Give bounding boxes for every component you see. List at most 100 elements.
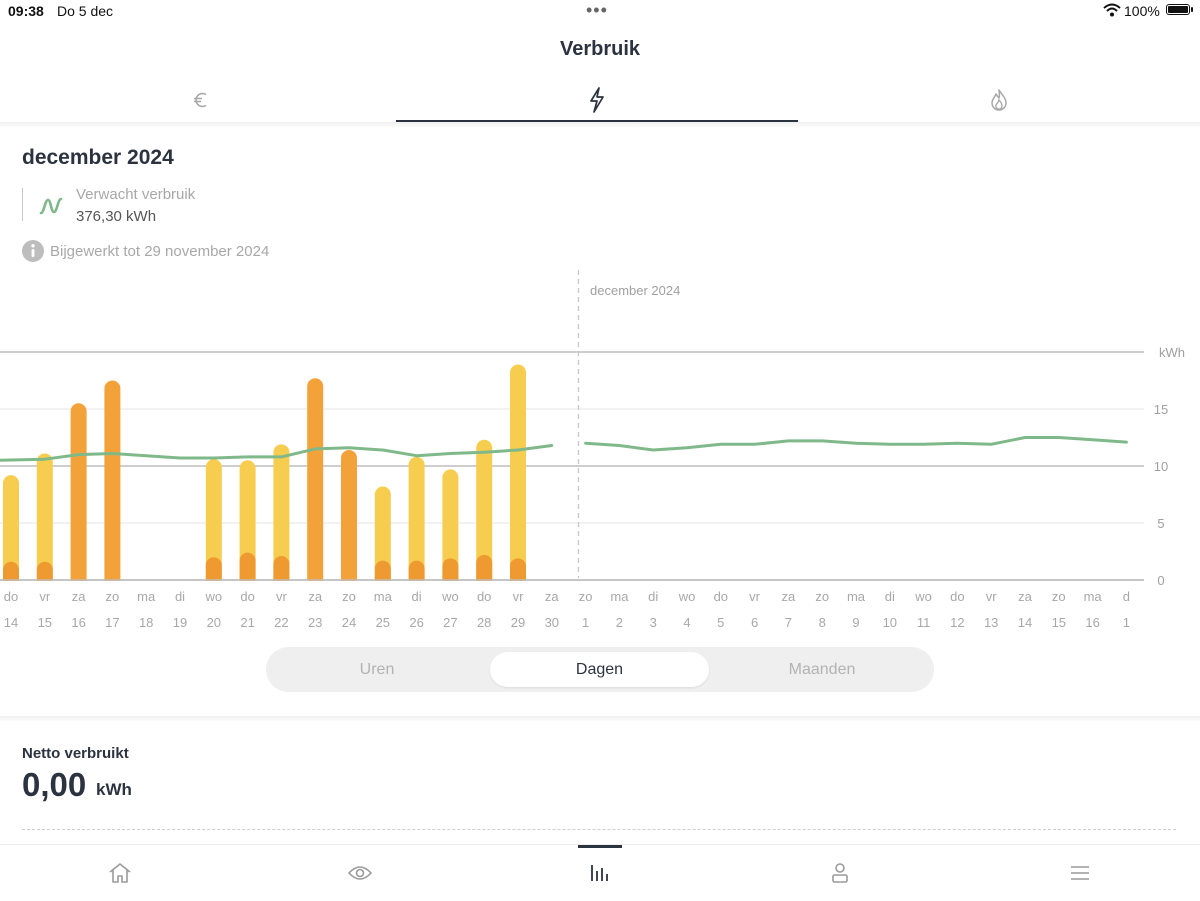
- x-tick-day: 23: [308, 615, 322, 630]
- eye-icon: [347, 866, 373, 880]
- x-tick-dow: ma: [137, 589, 156, 604]
- x-tick-day: 29: [511, 615, 525, 630]
- x-tick-dow: do: [714, 589, 728, 604]
- x-tick-dow: do: [240, 589, 254, 604]
- x-tick-day: 3: [650, 615, 657, 630]
- menu-icon: [1071, 866, 1089, 880]
- y-tick-label: 0: [1157, 573, 1164, 588]
- x-tick-dow: zo: [1052, 589, 1066, 604]
- nav-account[interactable]: [720, 845, 960, 901]
- x-tick-dow: za: [782, 589, 797, 604]
- x-tick-day: 30: [545, 615, 559, 630]
- x-tick-dow: zo: [815, 589, 829, 604]
- period-option-months[interactable]: Maanden: [788, 660, 856, 678]
- x-tick-dow: zo: [579, 589, 593, 604]
- wifi-icon: [1103, 3, 1121, 17]
- nav-insights[interactable]: [240, 845, 480, 901]
- x-tick-dow: vr: [39, 589, 51, 604]
- euro-icon: [194, 92, 207, 108]
- x-tick-dow: do: [950, 589, 964, 604]
- x-tick-dow: di: [885, 589, 895, 604]
- x-tick-dow: zo: [106, 589, 120, 604]
- energy-type-tabs: [0, 78, 1200, 122]
- home-icon: [109, 863, 131, 883]
- usage-bar-baseline: [239, 552, 256, 588]
- x-tick-day: 20: [207, 615, 221, 630]
- x-tick-dow: ma: [374, 589, 393, 604]
- tab-gas[interactable]: [798, 78, 1200, 122]
- x-tick-day: 19: [173, 615, 187, 630]
- usage-bar: [70, 403, 87, 588]
- usage-bar: [476, 439, 493, 588]
- x-tick-day: 11: [917, 615, 931, 630]
- x-tick-dow: wo: [914, 589, 932, 604]
- net-usage-unit: kWh: [96, 780, 132, 799]
- nav-menu[interactable]: [960, 845, 1200, 901]
- x-tick-dow: do: [477, 589, 491, 604]
- x-tick-day: 16: [71, 615, 85, 630]
- x-tick-dow: za: [308, 589, 323, 604]
- month-divider-label: december 2024: [590, 283, 680, 298]
- multitasking-dots-icon[interactable]: •••: [586, 0, 608, 20]
- x-tick-day: 18: [139, 615, 153, 630]
- x-tick-dow: vr: [749, 589, 761, 604]
- x-tick-dow: za: [1018, 589, 1033, 604]
- x-tick-dow: wo: [678, 589, 696, 604]
- x-tick-dow: ma: [1084, 589, 1103, 604]
- x-tick-day: 6: [751, 615, 758, 630]
- x-tick-day: 8: [819, 615, 826, 630]
- y-tick-label: 5: [1157, 516, 1164, 531]
- x-tick-day: 27: [443, 615, 457, 630]
- usage-bar: [3, 475, 19, 588]
- tab-electricity[interactable]: [396, 78, 798, 122]
- usage-bar: [307, 378, 324, 588]
- dashed-divider: [22, 829, 1176, 830]
- x-tick-day: 13: [984, 615, 998, 630]
- x-tick-day: 28: [477, 615, 491, 630]
- nav-home[interactable]: [0, 845, 240, 901]
- info-icon[interactable]: [22, 240, 44, 262]
- x-tick-day: 17: [105, 615, 119, 630]
- period-option-hours[interactable]: Uren: [359, 660, 395, 678]
- usage-bar: [104, 380, 121, 588]
- usage-bar: [36, 453, 53, 588]
- x-tick-dow: di: [175, 589, 185, 604]
- gas-flame-icon: [991, 89, 1007, 111]
- page-title: Verbruik: [559, 38, 641, 60]
- x-tick-day: 15: [38, 615, 52, 630]
- nav-usage[interactable]: [480, 845, 720, 901]
- tab-cost[interactable]: [0, 78, 402, 122]
- electricity-icon: [590, 87, 604, 113]
- x-tick-dow: wo: [441, 589, 459, 604]
- period-option-days[interactable]: Dagen: [490, 652, 709, 687]
- status-date: Do 5 dec: [57, 3, 114, 19]
- y-tick-label: 10: [1154, 459, 1168, 474]
- x-tick-day: 4: [683, 615, 690, 630]
- x-tick-day: 14: [4, 615, 18, 630]
- usage-bar: [442, 469, 459, 588]
- x-tick-day: 15: [1052, 615, 1066, 630]
- x-tick-dow: do: [4, 589, 18, 604]
- x-tick-day: 1: [1123, 615, 1130, 630]
- usage-bar: [273, 444, 290, 588]
- legend-value: 376,30 kWh: [76, 208, 157, 225]
- chart-baseline-mask: [0, 581, 1145, 593]
- bottom-navigation: [0, 844, 1200, 901]
- usage-bar: [408, 456, 425, 588]
- usage-bar: [205, 459, 222, 588]
- x-tick-dow: di: [648, 589, 658, 604]
- x-tick-dow: vr: [276, 589, 288, 604]
- x-tick-dow: zo: [342, 589, 356, 604]
- x-tick-dow: d: [1123, 589, 1130, 604]
- x-tick-dow: za: [72, 589, 87, 604]
- net-usage-value: 0,00: [22, 766, 87, 803]
- x-tick-dow: vr: [986, 589, 998, 604]
- header-shadow: [0, 122, 1200, 128]
- x-tick-day: 2: [616, 615, 623, 630]
- x-tick-dow: vr: [513, 589, 525, 604]
- expected-usage-line: [584, 436, 1128, 452]
- y-axis-unit: kWh: [1159, 345, 1185, 360]
- x-tick-dow: wo: [204, 589, 222, 604]
- x-tick-day: 14: [1018, 615, 1032, 630]
